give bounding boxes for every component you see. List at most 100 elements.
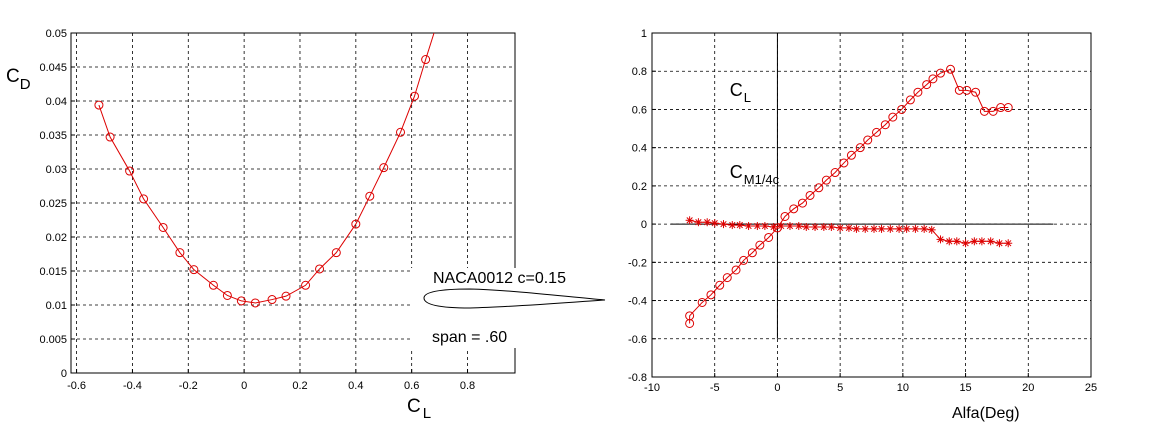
asterisk-stroke bbox=[921, 225, 928, 233]
airfoil-inset: NACA0012 c=0.15 span = .60 bbox=[410, 268, 606, 348]
drag-polar-point bbox=[125, 166, 135, 176]
asterisk-stroke bbox=[720, 220, 727, 228]
drag-polar-y-tick-label: 0.015 bbox=[39, 266, 67, 278]
drag-polar-x-tick-label: 0.8 bbox=[460, 380, 475, 392]
drag-polar-point bbox=[175, 248, 185, 258]
moment-curve-point bbox=[995, 239, 1004, 248]
asterisk-stroke bbox=[996, 240, 1003, 247]
airfoil-profile-shape bbox=[423, 288, 606, 309]
moment-curve-point bbox=[819, 222, 828, 231]
drag-polar-series bbox=[94, 32, 435, 308]
lift-moment-y-tick-label: -0.4 bbox=[628, 296, 647, 308]
lift-curve-point bbox=[747, 248, 757, 258]
lift-curve-point bbox=[946, 64, 956, 74]
moment-curve-point bbox=[895, 224, 904, 233]
drag-polar-x-tick-label: 0 bbox=[241, 380, 247, 392]
drag-polar-point bbox=[222, 290, 232, 300]
moment-curve-point bbox=[844, 223, 853, 232]
asterisk-stroke bbox=[770, 223, 777, 231]
drag-polar-point bbox=[158, 222, 168, 232]
moment-curve-point bbox=[936, 235, 945, 244]
asterisk-stroke bbox=[912, 225, 919, 233]
lift-moment-x-axis-label: Alfa(Deg) bbox=[952, 405, 1020, 422]
moment-curve-point bbox=[970, 237, 979, 246]
moment-curve-point bbox=[920, 224, 929, 233]
lift-moment-y-tick-label: 0 bbox=[641, 219, 647, 231]
moment-curve-point bbox=[753, 222, 762, 231]
asterisk-stroke bbox=[820, 223, 827, 231]
asterisk-stroke bbox=[795, 222, 802, 230]
lift-moment-y-tick-label: -0.6 bbox=[628, 334, 647, 346]
lift-curve-point bbox=[821, 175, 831, 185]
lift-curve-point bbox=[897, 104, 907, 114]
drag-polar-point bbox=[281, 291, 291, 301]
lift-curve-point bbox=[780, 211, 790, 221]
lift-curve-point bbox=[913, 87, 923, 97]
drag-polar-point bbox=[409, 91, 419, 101]
airfoil-title: NACA0012 c=0.15 bbox=[433, 270, 566, 287]
annotation-subscript: L bbox=[744, 90, 751, 105]
moment-curve-point bbox=[927, 225, 936, 234]
asterisk-stroke bbox=[736, 221, 743, 229]
drag-polar-x-tick-label: -0.4 bbox=[123, 380, 142, 392]
moment-curve-point bbox=[977, 237, 986, 246]
drag-polar-x-tick-label: 0.6 bbox=[404, 380, 419, 392]
drag-polar-y-tick-label: 0.035 bbox=[39, 130, 67, 142]
drag-polar-point bbox=[250, 298, 260, 308]
moment-curve-point bbox=[735, 221, 744, 230]
airfoil-span-label: span = .60 bbox=[432, 329, 507, 346]
asterisk-stroke bbox=[971, 238, 978, 245]
lift-curve-annotation: CL bbox=[730, 80, 751, 105]
lift-curve-point bbox=[962, 85, 972, 95]
annotation-subscript: M1/4c bbox=[744, 172, 780, 187]
moment-curve-point bbox=[886, 224, 895, 233]
asterisk-stroke bbox=[711, 220, 718, 227]
moment-curve-point bbox=[877, 224, 886, 233]
asterisk-stroke bbox=[778, 222, 785, 230]
lift-curve-point bbox=[764, 232, 774, 242]
lift-curve-point bbox=[789, 204, 799, 214]
lift-moment-y-tick-label: -0.8 bbox=[628, 372, 647, 384]
lift-curve-point bbox=[755, 240, 765, 250]
drag-polar-point bbox=[396, 127, 406, 137]
drag-polar-point bbox=[236, 296, 246, 306]
drag-polar-x-tick-label: -0.6 bbox=[67, 380, 86, 392]
moment-curve-point bbox=[852, 224, 861, 233]
moment-curve-point bbox=[685, 216, 694, 225]
asterisk-stroke bbox=[686, 217, 693, 224]
drag-polar-y-tick-label: 0.03 bbox=[46, 164, 67, 176]
lift-moment-x-tick-label: -10 bbox=[644, 382, 660, 394]
asterisk-stroke bbox=[987, 238, 994, 245]
lift-curve-point bbox=[846, 150, 856, 160]
moment-curve-point bbox=[902, 224, 911, 233]
asterisk-stroke bbox=[928, 226, 935, 233]
asterisk-stroke bbox=[745, 222, 752, 230]
lift-moment-x-tick-label: 25 bbox=[1085, 382, 1097, 394]
lift-moment-x-tick-label: 0 bbox=[774, 382, 780, 394]
lift-curve-point bbox=[922, 80, 932, 90]
lift-curve-point bbox=[935, 68, 945, 78]
lift-curve-point bbox=[739, 255, 749, 265]
lift-curve-point bbox=[814, 183, 824, 193]
lift-moment-x-tick-label: -5 bbox=[710, 382, 720, 394]
drag-polar-point bbox=[267, 295, 277, 305]
lift-moment-x-tick-label: 20 bbox=[1022, 382, 1034, 394]
asterisk-stroke bbox=[786, 222, 794, 230]
asterisk-stroke bbox=[1005, 240, 1012, 247]
lift-moment-x-tick-label: 10 bbox=[897, 382, 909, 394]
lift-curve-point bbox=[855, 143, 865, 153]
lift-moment-y-tick-label: 0.2 bbox=[632, 181, 647, 193]
drag-polar-y-tick-label: 0.045 bbox=[39, 62, 67, 74]
asterisk-stroke bbox=[937, 236, 944, 243]
lift-moment-y-tick-label: 0.4 bbox=[632, 143, 647, 155]
moment-curve-point bbox=[744, 222, 753, 231]
lift-moment-y-tick-label: 1 bbox=[641, 28, 647, 40]
drag-polar-point bbox=[331, 248, 341, 258]
drag-polar-y-tick-label: 0.005 bbox=[39, 334, 67, 346]
asterisk-stroke bbox=[953, 238, 960, 245]
drag-polar-chart: -0.6 -0.4 -0.2 0 0.2 0.4 0.6 0.8 0 0.005 0.01 0.015… bbox=[6, 28, 516, 422]
moment-curve-point bbox=[785, 222, 794, 231]
lift-moment-x-tick-label: 15 bbox=[959, 382, 971, 394]
moment-curve-point bbox=[802, 222, 811, 231]
